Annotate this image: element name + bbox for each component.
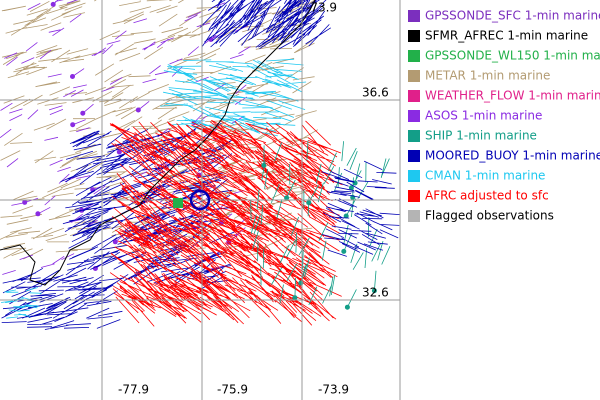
barb-cluster xyxy=(160,58,307,137)
barb-cluster xyxy=(0,0,251,275)
legend-swatch xyxy=(408,130,420,142)
legend-label: CMAN 1-min marine xyxy=(425,169,545,183)
legend-swatch xyxy=(408,210,420,222)
lat-label: 36.6 xyxy=(362,86,389,100)
legend-label: METAR 1-min marine xyxy=(425,69,550,83)
legend-label: GPSSONDE_SFC 1-min marine xyxy=(425,9,600,23)
legend-swatch xyxy=(408,150,420,162)
legend-label: GPSSONDE_WL150 1-min marine xyxy=(425,49,600,63)
legend-swatch xyxy=(408,50,420,62)
legend-swatch xyxy=(408,70,420,82)
legend: GPSSONDE_SFC 1-min marine SFMR_AFREC 1-mi… xyxy=(408,9,600,223)
legend-swatch xyxy=(408,90,420,102)
legend-swatch xyxy=(408,170,420,182)
lon-label: -73.9 xyxy=(318,383,349,397)
sonde-marker xyxy=(173,198,183,208)
legend-swatch xyxy=(408,110,420,122)
legend-label: MOORED_BUOY 1-min marine xyxy=(425,149,600,163)
legend-swatch xyxy=(408,190,420,202)
legend-label: Flagged observations xyxy=(425,209,554,223)
barb-cluster xyxy=(250,140,391,308)
legend-swatch xyxy=(408,10,420,22)
barb-cluster xyxy=(109,119,343,327)
lat-label: 32.6 xyxy=(362,286,389,300)
lon-label: -77.9 xyxy=(118,383,149,397)
barb-cluster xyxy=(321,160,400,257)
grid xyxy=(0,0,401,400)
storm-center xyxy=(189,189,211,211)
legend-label: SHIP 1-min marine xyxy=(425,129,537,143)
legend-label: AFRC adjusted to sfc xyxy=(425,189,549,203)
lon-label: -73.9 xyxy=(306,1,337,15)
legend-label: WEATHER_FLOW 1-min marine xyxy=(425,89,600,103)
coastline xyxy=(0,0,316,286)
lon-label: -75.9 xyxy=(217,383,248,397)
legend-label: ASOS 1-min marine xyxy=(425,109,542,123)
barb-cluster xyxy=(1,287,42,319)
barb-cluster xyxy=(200,0,332,50)
legend-label: SFMR_AFREC 1-min marine xyxy=(425,29,588,43)
legend-swatch xyxy=(408,30,420,42)
